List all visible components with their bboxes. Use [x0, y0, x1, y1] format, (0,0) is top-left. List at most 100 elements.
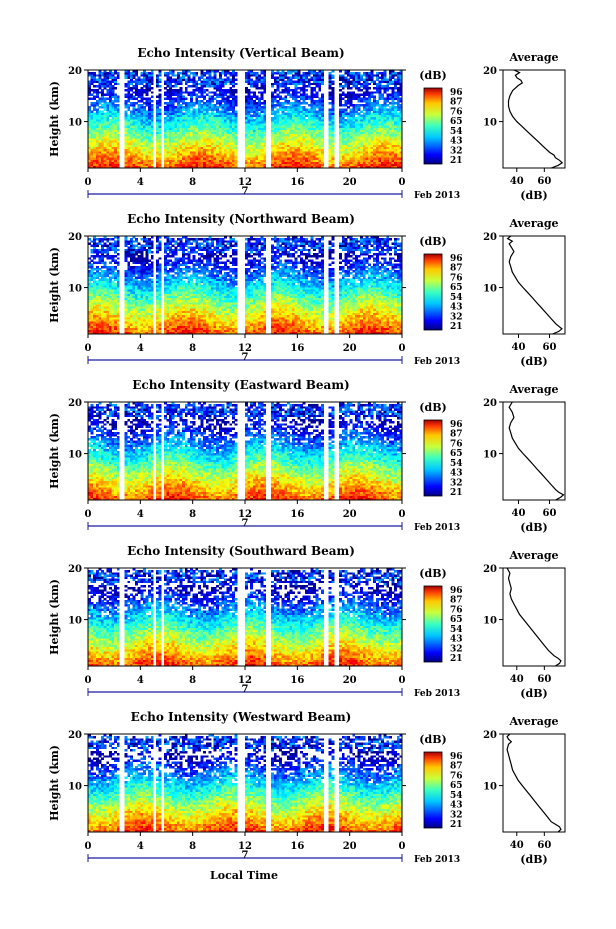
average-profile-line: [506, 235, 563, 335]
colorbar-tick-label: 65: [450, 781, 463, 791]
x-tick-label: 12: [238, 343, 252, 354]
average-y-tick-label: 10: [483, 118, 497, 129]
average-x-tick-label: 60: [537, 176, 551, 187]
colorbar-tick-label: 87: [450, 264, 463, 274]
heatmap-cells: [88, 568, 403, 667]
x-tick-label: 4: [137, 343, 144, 354]
x-tick-label: 20: [343, 343, 357, 354]
colorbar-tick-label: 76: [450, 107, 463, 117]
heatmap-cells: [88, 70, 403, 169]
x-tick-label: 12: [238, 675, 252, 686]
average-x-title: (dB): [520, 687, 547, 700]
colorbar: [423, 87, 443, 165]
colorbar-tick-label: 65: [450, 283, 463, 293]
colorbar-tick-label: 87: [450, 762, 463, 772]
y-tick-label: 20: [68, 66, 82, 77]
heatmap-cells: [88, 402, 403, 501]
colorbar-tick-label: 65: [450, 117, 463, 127]
y-tick-label: 20: [68, 564, 82, 575]
average-x-title: (dB): [520, 521, 547, 534]
date-day-label: 7: [242, 352, 249, 363]
x-tick-label: 16: [290, 841, 304, 852]
average-profile-line: [508, 401, 565, 501]
average-x-tick-label: 40: [510, 176, 524, 187]
colorbar-tick-label: 65: [450, 449, 463, 459]
panel-title: Echo Intensity (Northward Beam): [127, 212, 355, 226]
average-y-tick-label: 10: [483, 782, 497, 793]
panel-title: Echo Intensity (Vertical Beam): [137, 46, 344, 60]
average-x-tick-label: 40: [512, 342, 526, 353]
average-y-tick-label: 20: [483, 66, 497, 77]
x-tick-label: 16: [290, 343, 304, 354]
average-x-tick-label: 60: [537, 674, 551, 685]
panel-title: Echo Intensity (Southward Beam): [127, 544, 355, 558]
colorbar-tick-label: 43: [450, 635, 463, 645]
colorbar-unit: (dB): [419, 235, 446, 248]
x-tick-label: 0: [85, 177, 92, 188]
average-profile-line: [506, 567, 562, 667]
x-tick-label: 0: [85, 343, 92, 354]
x-tick-label: 0: [399, 177, 406, 188]
average-y-tick-label: 10: [483, 284, 497, 295]
average-x-tick-label: 60: [543, 342, 557, 353]
date-month-label: Feb 2013: [414, 523, 460, 533]
colorbar: [423, 419, 443, 497]
average-title: Average: [508, 217, 558, 230]
heatmap-cells: [88, 734, 403, 833]
average-y-tick-label: 20: [483, 232, 497, 243]
average-x-title: (dB): [520, 355, 547, 368]
panel-1: Echo Intensity (Vertical Beam) 20 10 Height…: [48, 46, 566, 202]
colorbar-unit: (dB): [419, 69, 446, 82]
colorbar-tick-label: 43: [450, 469, 463, 479]
x-tick-label: 16: [290, 675, 304, 686]
colorbar: [423, 253, 443, 331]
average-title: Average: [508, 549, 558, 562]
average-frame: [502, 733, 566, 833]
colorbar-tick-label: 76: [450, 771, 463, 781]
date-day-label: 7: [242, 684, 249, 695]
date-month-label: Feb 2013: [414, 855, 460, 865]
x-tick-label: 4: [137, 509, 144, 520]
colorbar-tick-label: 87: [450, 98, 463, 108]
x-tick-label: 0: [85, 841, 92, 852]
y-tick-label: 10: [68, 450, 82, 461]
colorbar-tick-label: 54: [450, 127, 463, 137]
colorbar-tick-label: 21: [450, 654, 463, 664]
colorbar-tick-label: 32: [450, 478, 463, 488]
date-month-label: Feb 2013: [414, 689, 460, 699]
date-day-label: 7: [242, 186, 249, 197]
colorbar-tick-label: 54: [450, 459, 463, 469]
x-tick-label: 20: [343, 841, 357, 852]
y-tick-label: 10: [68, 616, 82, 627]
x-tick-label: 8: [189, 509, 196, 520]
average-y-tick-label: 20: [483, 564, 497, 575]
average-title: Average: [508, 383, 558, 396]
average-y-tick-label: 20: [483, 398, 497, 409]
date-day-label: 7: [242, 518, 249, 529]
y-axis-title: Height (km): [48, 745, 61, 821]
x-tick-label: 4: [137, 177, 144, 188]
average-frame: [502, 567, 566, 667]
average-x-tick-label: 40: [512, 508, 526, 519]
x-tick-label: 8: [189, 841, 196, 852]
colorbar: [423, 751, 443, 829]
colorbar: [423, 585, 443, 663]
colorbar-tick-label: 43: [450, 801, 463, 811]
x-tick-label: 8: [189, 177, 196, 188]
colorbar-tick-label: 21: [450, 488, 463, 498]
y-axis-title: Height (km): [48, 413, 61, 489]
average-frame: [502, 401, 566, 501]
average-title: Average: [508, 51, 558, 64]
x-tick-label: 12: [238, 509, 252, 520]
colorbar-tick-label: 21: [450, 156, 463, 166]
x-tick-label: 12: [238, 841, 252, 852]
colorbar-tick-label: 96: [450, 586, 463, 596]
colorbar-tick-label: 54: [450, 791, 463, 801]
colorbar-tick-label: 21: [450, 322, 463, 332]
panel-4: Echo Intensity (Southward Beam) 20 10 Heigh…: [48, 544, 566, 700]
y-tick-label: 20: [68, 730, 82, 741]
colorbar-tick-label: 76: [450, 273, 463, 283]
colorbar-tick-label: 87: [450, 430, 463, 440]
x-tick-label: 8: [189, 343, 196, 354]
